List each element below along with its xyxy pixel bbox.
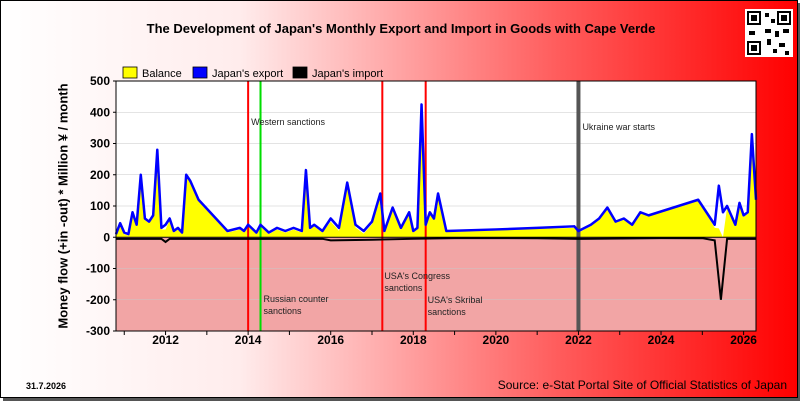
- annotation-label: Russian counter: [264, 294, 329, 304]
- y-tick-label: 500: [90, 74, 110, 88]
- export-line: [114, 103, 758, 236]
- legend-label: Japan's export: [212, 68, 283, 80]
- annotation-label: sanctions: [264, 306, 303, 316]
- annotation-label: USA's Skribal: [428, 295, 483, 305]
- y-tick-label: 300: [90, 137, 110, 151]
- y-tick-label: -100: [86, 262, 110, 276]
- qr-code: [745, 9, 793, 57]
- x-tick-label: 2020: [483, 333, 510, 347]
- y-tick-label: -300: [86, 324, 110, 338]
- legend-swatch: [292, 66, 308, 79]
- legend-label: Balance: [142, 68, 182, 80]
- legend-swatch: [122, 66, 138, 79]
- x-tick-label: 2016: [317, 333, 344, 347]
- y-tick-label: 0: [103, 230, 110, 244]
- x-tick-label: 2018: [400, 333, 427, 347]
- annotation-label: USA's Congress: [384, 271, 450, 281]
- chart-title: The Development of Japan's Monthly Expor…: [146, 21, 656, 36]
- annotation-label: Ukraine war starts: [582, 122, 655, 132]
- y-tick-label: 100: [90, 199, 110, 213]
- x-tick-label: 2022: [565, 333, 592, 347]
- annotation-label: sanctions: [384, 283, 423, 293]
- plot-bg-negative: [116, 237, 756, 331]
- x-tick-label: 2024: [648, 333, 675, 347]
- footer-date: 31.7.2026: [26, 381, 67, 391]
- x-tick-label: 2014: [235, 333, 262, 347]
- annotation-label: sanctions: [428, 307, 467, 317]
- source-note: Source: e-Stat Portal Site of Official S…: [497, 378, 787, 392]
- legend-swatch: [192, 66, 208, 79]
- legend-label: Japan's import: [312, 68, 383, 80]
- y-tick-label: -200: [86, 293, 110, 307]
- x-tick-label: 2012: [152, 333, 179, 347]
- import-line: [116, 237, 756, 300]
- y-tick-label: 200: [90, 168, 110, 182]
- y-tick-label: 400: [90, 105, 110, 119]
- annotation-label: Western sanctions: [251, 117, 325, 127]
- x-tick-label: 2026: [730, 333, 757, 347]
